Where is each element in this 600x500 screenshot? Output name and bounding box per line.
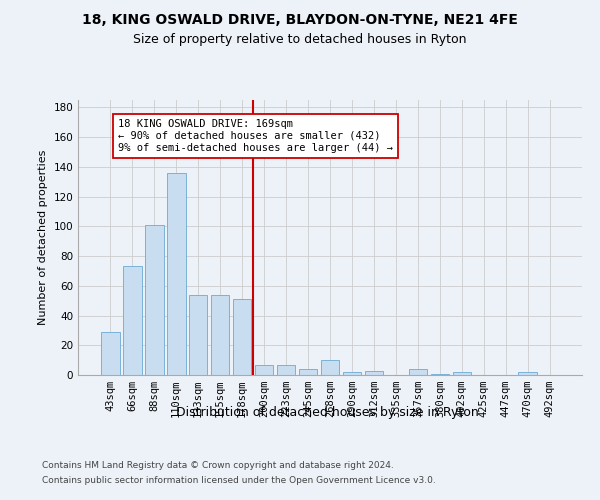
Bar [320,360,340,375]
Text: Contains public sector information licensed under the Open Government Licence v3: Contains public sector information licen… [42,476,436,485]
Bar [145,225,164,375]
Bar [409,369,427,375]
Y-axis label: Number of detached properties: Number of detached properties [38,150,48,325]
Bar [233,299,251,375]
Text: Distribution of detached houses by size in Ryton: Distribution of detached houses by size … [176,406,478,419]
Text: Size of property relative to detached houses in Ryton: Size of property relative to detached ho… [133,32,467,46]
Bar [299,369,317,375]
Bar [255,364,274,375]
Bar [101,332,119,375]
Text: 18, KING OSWALD DRIVE, BLAYDON-ON-TYNE, NE21 4FE: 18, KING OSWALD DRIVE, BLAYDON-ON-TYNE, … [82,12,518,26]
Bar [167,173,185,375]
Bar [452,372,471,375]
Bar [277,364,295,375]
Bar [365,370,383,375]
Bar [189,294,208,375]
Bar [431,374,449,375]
Bar [211,294,229,375]
Text: 18 KING OSWALD DRIVE: 169sqm
← 90% of detached houses are smaller (432)
9% of se: 18 KING OSWALD DRIVE: 169sqm ← 90% of de… [118,120,393,152]
Text: Contains HM Land Registry data © Crown copyright and database right 2024.: Contains HM Land Registry data © Crown c… [42,461,394,470]
Bar [518,372,537,375]
Bar [343,372,361,375]
Bar [123,266,142,375]
